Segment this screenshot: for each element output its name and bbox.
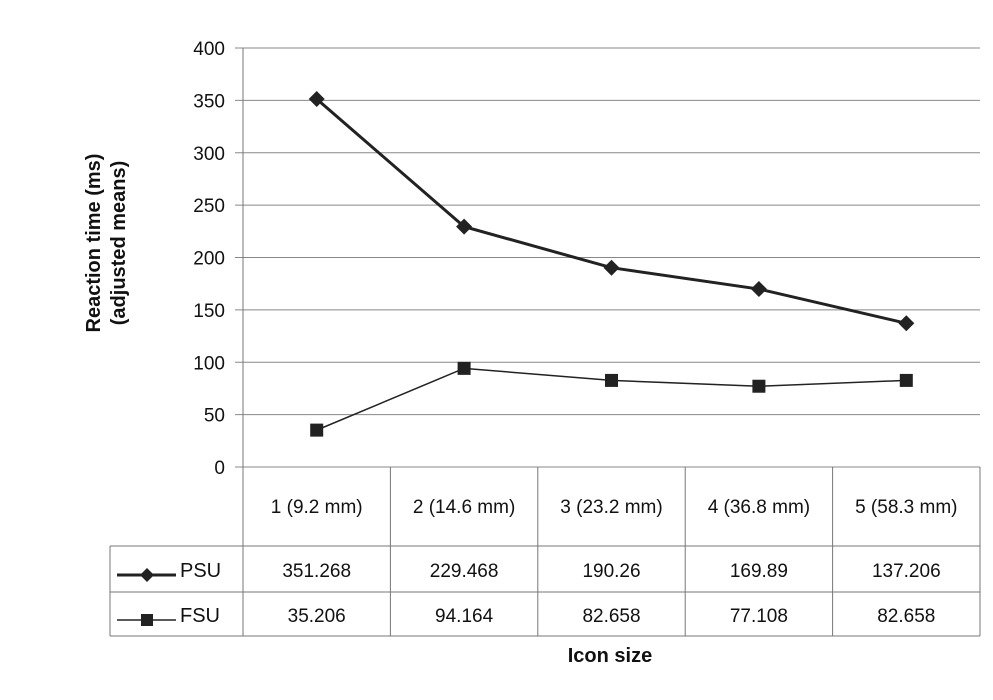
data-point-fsu (752, 379, 766, 393)
data-point-fsu (605, 373, 618, 387)
table-value-fsu: 94.164 (435, 606, 494, 627)
data-point-psu (308, 91, 325, 108)
y-tick-label: 150 (193, 301, 225, 322)
gridlines (235, 47, 980, 546)
table-value-fsu: 82.658 (877, 606, 935, 627)
y-tick-label: 350 (193, 91, 225, 112)
data-point-psu (603, 259, 620, 276)
y-tick-label: 200 (193, 249, 225, 270)
x-category-label: 3 (23.2 mm) (560, 497, 662, 518)
x-category-label: 1 (9.2 mm) (271, 497, 363, 518)
y-tick-label: 400 (193, 39, 225, 60)
data-point-fsu (310, 423, 324, 437)
x-category-label: 5 (58.3 mm) (855, 497, 957, 518)
y-axis-label-line-1: Reaction time (ms) (83, 154, 105, 333)
series-lines (308, 91, 915, 437)
data-point-psu (898, 315, 915, 332)
legend-marker-fsu (141, 614, 153, 626)
data-table: 1 (9.2 mm) 2 (14.6 mm) 3 (23.2 mm) 4 (36.8 … (109, 467, 981, 637)
table-value-psu: 229.468 (430, 561, 499, 582)
table-value-psu: 351.268 (282, 561, 351, 582)
x-category-label: 2 (14.6 mm) (413, 497, 515, 518)
data-point-fsu (899, 373, 913, 387)
legend-label-psu: PSU (180, 560, 221, 582)
y-tick-label: 50 (204, 406, 225, 427)
table-value-psu: 137.206 (872, 561, 941, 582)
table-value-psu: 169.89 (730, 561, 788, 582)
data-point-fsu (457, 361, 471, 375)
series-line-psu (315, 97, 907, 325)
y-tick-label: 100 (193, 353, 225, 374)
data-point-psu (750, 281, 767, 298)
y-axis-label-line-2: (adjusted means) (108, 161, 130, 325)
legend-label-fsu: FSU (180, 605, 220, 627)
x-axis-label: Icon size (568, 645, 652, 667)
y-axis-ticks: 0 50 100 150 200 250 300 350 400 (193, 39, 225, 479)
legend-marker-psu (140, 568, 154, 582)
y-tick-label: 250 (193, 196, 225, 217)
table-value-psu: 190.26 (582, 561, 640, 582)
y-tick-label: 0 (214, 458, 225, 479)
data-point-psu (456, 218, 473, 235)
table-value-fsu: 35.206 (288, 606, 346, 627)
table-value-fsu: 82.658 (582, 606, 640, 627)
table-value-fsu: 77.108 (730, 606, 788, 627)
y-tick-label: 300 (193, 144, 225, 165)
x-category-label: 4 (36.8 mm) (708, 497, 810, 518)
